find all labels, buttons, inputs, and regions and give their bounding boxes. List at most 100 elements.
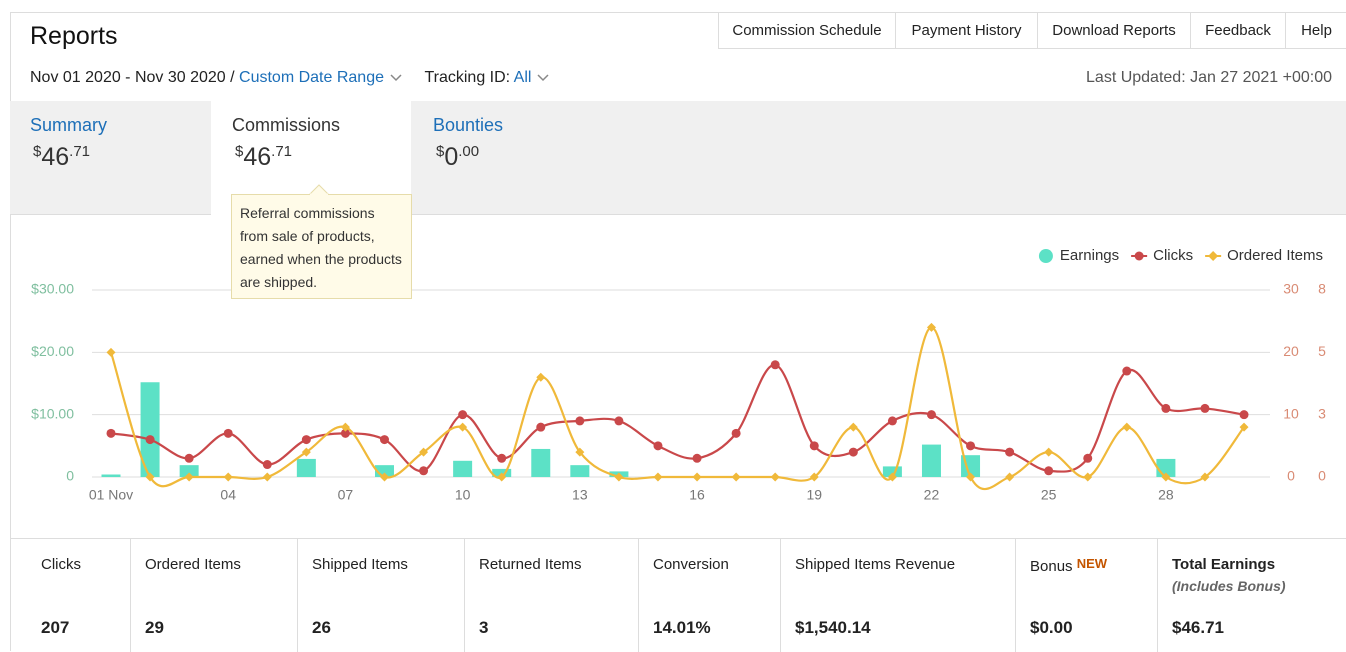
stat-value: $0.00 — [1030, 618, 1073, 637]
date-row: Nov 01 2020 - Nov 30 2020 / Custom Date … — [30, 69, 553, 87]
x-tick-label: 22 — [924, 487, 940, 503]
point — [340, 422, 350, 432]
currency: $ — [436, 143, 445, 160]
nav-item[interactable]: Commission Schedule — [719, 13, 896, 48]
tooltip: Referral commissions from sale of produc… — [231, 194, 412, 299]
page-title: Reports — [30, 22, 118, 50]
stat-label: Returned Items — [479, 556, 582, 573]
point — [966, 472, 976, 482]
point — [184, 453, 194, 463]
stat-note: (Includes Bonus) — [1172, 578, 1286, 594]
point — [887, 472, 897, 482]
x-tick-label: 04 — [220, 487, 236, 503]
legend-marker — [1038, 249, 1053, 263]
stat-cell: Bonus NEW $0.00 — [1016, 539, 1158, 652]
nav-item[interactable]: Help — [1301, 22, 1332, 39]
point — [1161, 403, 1171, 413]
point — [770, 472, 780, 482]
tab-commissions[interactable]: Commissions — [232, 115, 341, 135]
stat-value: $1,540.14 — [795, 618, 871, 637]
y3-tick-label: 5 — [1318, 343, 1326, 359]
point — [223, 428, 233, 438]
point — [223, 472, 233, 482]
nav-item[interactable]: Feedback — [1191, 13, 1286, 48]
point — [145, 435, 155, 445]
bar — [570, 465, 590, 477]
y2-tick-label: 10 — [1283, 405, 1299, 421]
currency: $ — [33, 143, 42, 160]
point — [809, 441, 819, 451]
stat-label-text: Bonus — [1030, 558, 1073, 575]
tracking-value[interactable]: All — [513, 69, 532, 86]
tab-summary[interactable]: Summary — [30, 115, 108, 135]
stat-value: 3 — [479, 618, 489, 637]
point — [262, 472, 272, 482]
stat-cell: Shipped Items Revenue $1,540.14 — [781, 539, 1016, 652]
stat-cell: Total Earnings (Includes Bonus) $46.71 — [1158, 539, 1346, 652]
legend-marker — [1208, 251, 1219, 261]
point — [106, 347, 116, 357]
bar — [101, 474, 121, 477]
point — [536, 372, 546, 382]
top-nav: Commission Schedule Payment History Down… — [718, 13, 1346, 49]
point — [887, 416, 897, 426]
stat-label: Bonus NEW — [1030, 556, 1107, 575]
point — [1239, 422, 1249, 432]
legend-label: Ordered Items — [1227, 247, 1323, 264]
stat-label: Shipped Items — [312, 556, 408, 573]
nav-item[interactable]: Payment History — [896, 13, 1038, 48]
point — [692, 453, 702, 463]
bar — [296, 458, 316, 477]
tab-amount: $0.00 — [436, 143, 479, 172]
point — [1239, 410, 1249, 420]
point — [301, 435, 311, 445]
new-badge: NEW — [1076, 556, 1108, 571]
x-tick-label: 19 — [806, 487, 822, 503]
point — [145, 472, 155, 482]
point — [497, 453, 507, 463]
point — [1161, 472, 1171, 482]
point — [497, 472, 507, 482]
y-tick-label: $30.00 — [31, 281, 74, 297]
amount-whole: 46 — [41, 143, 70, 171]
point — [1122, 366, 1132, 376]
point — [848, 422, 858, 432]
bar — [882, 466, 902, 477]
stat-value: $46.71 — [1172, 618, 1224, 637]
point — [1005, 472, 1015, 482]
x-tick-label: 10 — [455, 487, 471, 503]
point — [1044, 447, 1054, 457]
stat-label: Shipped Items Revenue — [795, 556, 956, 573]
date-range: Nov 01 2020 - Nov 30 2020 / — [30, 69, 235, 86]
chevron — [390, 74, 402, 81]
nav-item[interactable]: Download Reports — [1038, 13, 1191, 48]
series-line — [110, 363, 1245, 473]
point — [262, 460, 272, 470]
bar — [453, 460, 473, 477]
y2-tick-label: 30 — [1283, 281, 1299, 297]
bar — [374, 465, 394, 477]
x-tick-label: 16 — [689, 487, 705, 503]
point — [419, 466, 429, 476]
point — [1083, 453, 1093, 463]
y3-tick-label: 0 — [1318, 468, 1326, 484]
stats-row: Clicks 207 Ordered Items 29 Shipped Items 2… — [10, 538, 1346, 652]
point — [731, 472, 741, 482]
y2-tick-label: 20 — [1283, 343, 1299, 359]
point — [106, 428, 116, 438]
point — [848, 447, 858, 457]
point — [1005, 447, 1015, 457]
custom-range-link[interactable]: Custom Date Range — [239, 69, 384, 86]
currency: $ — [235, 143, 244, 160]
amount-fraction: .71 — [271, 143, 293, 160]
point — [1200, 472, 1210, 482]
y2-tick-label: 0 — [1287, 468, 1295, 484]
point — [536, 422, 546, 432]
point — [731, 428, 741, 438]
stat-cell: Shipped Items 26 — [298, 539, 465, 652]
point — [926, 410, 936, 420]
tab-bounties[interactable]: Bounties — [433, 115, 504, 135]
bar — [179, 465, 199, 477]
tab-amount: $46.71 — [33, 143, 90, 172]
